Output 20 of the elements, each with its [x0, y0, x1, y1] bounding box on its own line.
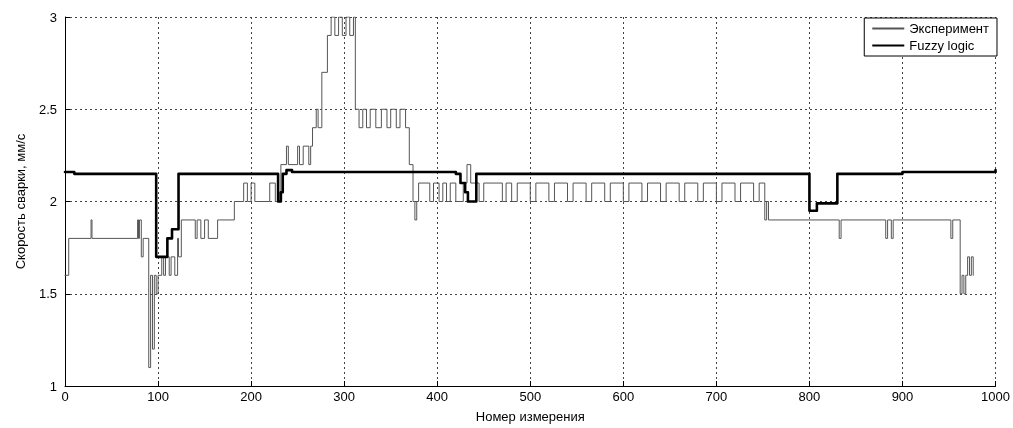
- x-tick-label: 100: [147, 389, 169, 404]
- y-tick-label: 3: [49, 9, 57, 25]
- x-tick-label: 400: [426, 389, 449, 404]
- x-tick-label: 600: [612, 389, 635, 404]
- legend-label: Fuzzy logic: [909, 38, 975, 53]
- x-tick-label: 300: [333, 389, 356, 404]
- y-tick-label: 1: [49, 378, 57, 394]
- x-tick-label: 1000: [981, 389, 1010, 404]
- x-tick-label: 700: [705, 389, 728, 404]
- x-axis-title: Номер измерения: [475, 409, 585, 424]
- y-axis-title: Скорость сварки, мм/с: [13, 133, 28, 270]
- x-tick-label: 500: [519, 389, 542, 404]
- x-tick-label: 0: [61, 389, 69, 404]
- x-tick-label: 900: [891, 389, 914, 404]
- x-tick-label: 200: [240, 389, 262, 404]
- y-tick-label: 2: [49, 194, 57, 209]
- y-tick-label: 1.5: [38, 286, 57, 302]
- legend-label: Эксперимент: [909, 21, 990, 36]
- y-tick-label: 2.5: [38, 101, 57, 117]
- x-tick-label: 800: [798, 389, 821, 404]
